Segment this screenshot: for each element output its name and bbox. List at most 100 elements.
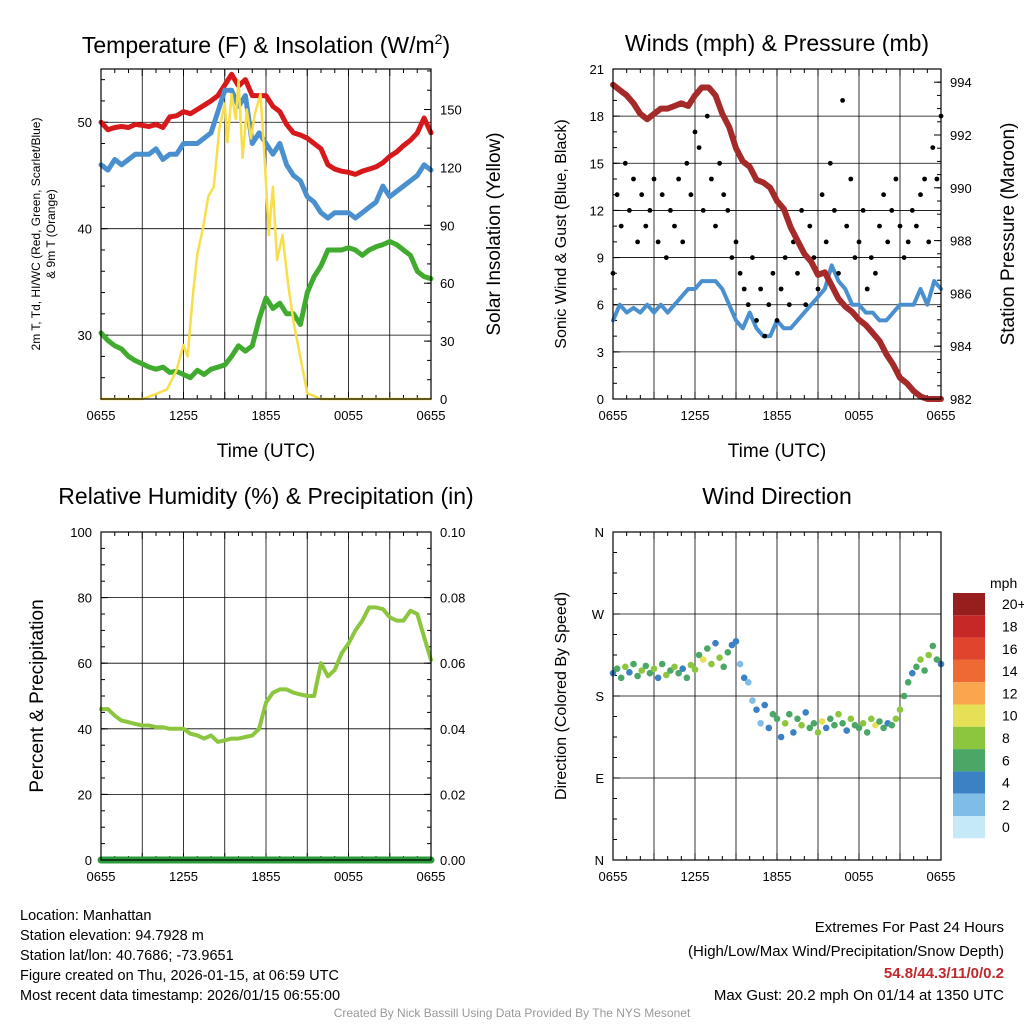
direction-point [638, 667, 645, 674]
direction-point [683, 674, 691, 682]
created-text: Figure created on Thu, 2026-01-15, at 06… [20, 968, 339, 984]
y-tick-label: N [595, 853, 604, 868]
dewpoint-line [98, 239, 434, 381]
y-axis-label: Direction (Colored By Speed) [553, 592, 570, 800]
humidity-panel: 0655 1255 1855 0055 06550204060801000.000.02… [27, 483, 474, 884]
gust-point [647, 208, 653, 213]
gust-point [901, 255, 907, 260]
gust-point [930, 145, 936, 151]
direction-point [822, 724, 830, 732]
x-tick-label: 0055 [334, 408, 363, 423]
direction-point [749, 697, 756, 704]
gust-point [873, 270, 878, 276]
direction-point [810, 720, 818, 727]
gust-point [840, 98, 845, 103]
legend-label: 20+ [1002, 596, 1024, 612]
panel-title: Wind Direction [702, 483, 852, 509]
gust-point [799, 208, 804, 213]
gust-point [635, 239, 640, 245]
y-right-tick-label: 982 [950, 392, 972, 407]
y-axis-label: Sonic Wind & Gust (Blue, Black) [553, 119, 570, 348]
elevation-text: Station elevation: 94.7928 m [20, 928, 204, 944]
legend-label: 6 [1002, 752, 1010, 768]
gust-point [856, 239, 862, 245]
direction-point [880, 724, 887, 732]
gust-point [721, 192, 727, 198]
direction-point [658, 660, 666, 668]
legend-swatch [953, 749, 985, 772]
direction-point [843, 727, 850, 734]
gust-point [782, 255, 788, 260]
plot-border [612, 68, 942, 400]
gust-point [786, 302, 792, 308]
gust-point [914, 223, 919, 229]
direction-point [679, 665, 686, 672]
gust-point [770, 270, 776, 276]
direction-point [622, 663, 629, 671]
y-right-tick-label: 0 [440, 392, 447, 407]
gust-point [659, 192, 665, 198]
pressure-line [610, 81, 944, 402]
y-tick-label: 3 [597, 345, 604, 360]
gust-point [889, 208, 895, 213]
gust-point [651, 176, 657, 182]
direction-point [831, 721, 838, 729]
y-right-tick-label: 30 [440, 334, 454, 349]
gust-point [852, 255, 858, 260]
title-superscript: 2 [435, 31, 443, 47]
direction-point [654, 674, 662, 682]
gust-point [688, 192, 694, 198]
y-tick-label: 60 [78, 656, 92, 671]
y-right-tick-label: 0.04 [440, 722, 465, 737]
legend-swatch [953, 682, 985, 705]
gust-point [807, 223, 813, 229]
y-tick-label: 100 [70, 525, 92, 540]
y-right-tick-label: 0.00 [440, 853, 465, 868]
gust-point [860, 208, 866, 213]
legend-label: 12 [1002, 685, 1018, 701]
direction-point [781, 720, 789, 727]
legend-swatch [953, 771, 985, 794]
y-right-axis-label: Station Pressure (Maroon) [998, 123, 1019, 346]
gust-point [622, 160, 628, 166]
y-tick-label: 6 [597, 298, 604, 313]
plot-border [100, 531, 432, 861]
direction-point [855, 724, 863, 732]
gust-point [729, 255, 735, 260]
temperature-panel: 0655 1255 1855 0055 0655 30 40 50 0 30 60 90 120 150 T… [29, 31, 505, 462]
plot-border [612, 531, 942, 861]
gust-point [909, 208, 915, 213]
x-tick-label: 0655 [87, 408, 116, 423]
gust-point [614, 192, 620, 198]
direction-point [704, 645, 711, 652]
gust-point [618, 223, 624, 229]
gust-point [692, 129, 698, 135]
y-right-tick-label: 988 [950, 234, 972, 249]
direction-point [876, 718, 883, 725]
gust-point [668, 208, 673, 213]
y-tick-label: S [595, 689, 604, 704]
direction-point [933, 656, 941, 663]
y-right-tick-label: 0.06 [440, 656, 465, 671]
x-tick-label: 0655 [599, 408, 628, 423]
y-tick-label: W [592, 607, 605, 622]
y-tick-label: 18 [590, 109, 604, 124]
direction-point [642, 662, 650, 670]
direction-point [892, 715, 900, 723]
direction-point [806, 724, 814, 732]
gust-point [918, 192, 923, 198]
y-right-tick-label: 90 [440, 218, 454, 233]
panel-title: Relative Humidity (%) & Precipitation (i… [58, 483, 473, 509]
x-tick-label: 1855 [252, 408, 281, 423]
x-tick-label: 0655 [927, 408, 956, 423]
direction-point [626, 669, 633, 676]
direction-point [630, 660, 637, 668]
gust-point [643, 223, 649, 229]
extremes-title: Extremes For Past 24 Hours [814, 919, 1004, 936]
gust-point [803, 302, 809, 308]
x-axis-label: Time (UTC) [217, 441, 316, 462]
wind-chill-line [98, 87, 434, 221]
x-tick-label: 0655 [927, 869, 956, 884]
gust-point [827, 160, 833, 166]
